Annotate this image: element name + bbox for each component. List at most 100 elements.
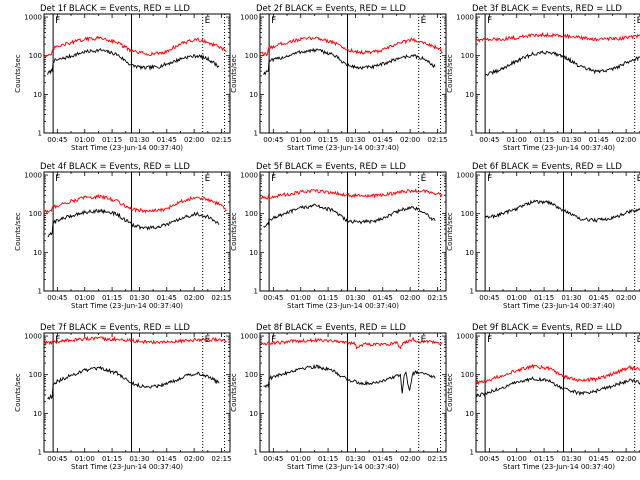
x-tick-label: 02:00 [184,455,204,463]
plot-frame [475,13,640,134]
x-tick-label: 01:30 [129,294,149,302]
y-tick-label: 10 [33,249,42,257]
x-axis-title: Start Time (23-Jun-14 00:37:40) [71,463,183,471]
y-tick-label: 10 [249,91,258,99]
y-tick-label: 1 [254,288,258,296]
y-axis-title: Counts/sec [230,373,238,412]
x-axis-title: Start Time (23-Jun-14 00:37:40) [71,144,183,152]
series-lld [475,31,640,43]
plot-frame [475,171,640,292]
x-axis-title: Start Time (23-Jun-14 00:37:40) [503,463,615,471]
y-tick-label: 1000 [24,172,42,180]
x-tick-label: 00:45 [479,455,499,463]
x-tick-label: 02:00 [616,455,636,463]
x-tick-label: 02:15 [427,455,447,463]
x-tick-label: 01:00 [291,455,311,463]
x-axis-title: Start Time (23-Jun-14 00:37:40) [287,302,399,310]
plot-frame [475,332,640,453]
panel-title: Det 7f BLACK = Events, RED = LLD [40,323,190,333]
panel-title: Det 3f BLACK = Events, RED = LLD [472,4,622,14]
y-tick-label: 100 [461,371,474,379]
y-tick-label: 1 [38,449,42,457]
x-tick-label: 01:00 [291,294,311,302]
series-events [263,203,436,228]
y-axis-title: Counts/sec [446,54,454,93]
series-lld [43,335,227,347]
x-tick-label: 01:30 [561,294,581,302]
flag-e: E [637,335,640,345]
flag-e: E [205,174,211,184]
panel-det-9: Det 9f BLACK = Events, RED = LLD 1 10 100 10… [446,323,640,471]
x-tick-label: 00:45 [479,136,499,144]
x-tick-label: 00:45 [263,294,283,302]
x-axis-title: Start Time (23-Jun-14 00:37:40) [503,144,615,152]
x-tick-label: 01:30 [561,136,581,144]
panel-det-3: Det 3f BLACK = Events, RED = LLD 1 10 100 10… [446,4,640,152]
x-tick-label: 02:15 [211,294,231,302]
x-tick-label: 01:00 [75,455,95,463]
series-events [475,376,640,398]
y-tick-label: 10 [249,410,258,418]
y-tick-label: 100 [29,371,42,379]
x-tick-label: 01:00 [507,136,527,144]
x-tick-label: 02:00 [400,455,420,463]
x-tick-label: 01:15 [534,455,554,463]
flag-e: E [205,16,211,26]
x-tick-label: 02:00 [400,136,420,144]
y-tick-label: 100 [29,210,42,218]
flag-f: F [271,174,276,184]
x-tick-label: 02:15 [211,455,231,463]
x-tick-label: 02:00 [400,294,420,302]
x-tick-label: 01:45 [157,136,177,144]
x-tick-label: 01:00 [507,455,527,463]
flag-e: E [637,174,640,184]
y-tick-label: 10 [465,91,474,99]
y-tick-label: 1000 [456,333,474,341]
y-tick-label: 100 [245,210,258,218]
x-axis-title: Start Time (23-Jun-14 00:37:40) [503,302,615,310]
panel-det-8: Det 8f BLACK = Events, RED = LLD 1 10 100 10… [230,323,448,471]
x-tick-label: 01:45 [589,455,609,463]
panel-title: Det 9f BLACK = Events, RED = LLD [472,323,622,333]
panel-title: Det 8f BLACK = Events, RED = LLD [256,323,406,333]
y-tick-label: 1 [38,130,42,138]
y-tick-label: 100 [245,371,258,379]
flag-e: E [637,16,640,26]
x-tick-label: 02:00 [616,136,636,144]
y-tick-label: 10 [33,410,42,418]
x-tick-label: 01:00 [291,136,311,144]
y-tick-label: 1 [470,288,474,296]
x-tick-label: 01:45 [157,455,177,463]
x-tick-label: 01:45 [589,136,609,144]
x-tick-label: 01:45 [373,455,393,463]
y-tick-label: 10 [465,249,474,257]
x-tick-label: 01:30 [129,455,149,463]
x-tick-label: 01:00 [507,294,527,302]
x-tick-label: 01:15 [102,294,122,302]
x-tick-label: 00:45 [47,455,67,463]
flag-e: E [421,335,427,345]
y-tick-label: 10 [33,91,42,99]
y-tick-label: 1000 [240,333,258,341]
panel-det-2: Det 2f BLACK = Events, RED = LLD 1 10 100 10… [230,4,448,152]
y-tick-label: 1 [470,449,474,457]
flag-f: F [55,174,60,184]
y-tick-label: 1000 [24,14,42,22]
y-axis-title: Counts/sec [446,212,454,251]
x-axis-title: Start Time (23-Jun-14 00:37:40) [71,302,183,310]
x-tick-label: 01:15 [318,455,338,463]
x-tick-label: 02:15 [211,136,231,144]
panel-title: Det 2f BLACK = Events, RED = LLD [256,4,406,14]
series-events [484,50,640,77]
x-tick-label: 02:00 [184,136,204,144]
y-axis-title: Counts/sec [230,212,238,251]
y-tick-label: 1 [38,288,42,296]
y-tick-label: 1000 [456,14,474,22]
x-tick-label: 01:45 [373,136,393,144]
x-tick-label: 00:45 [263,455,283,463]
x-tick-label: 01:15 [318,294,338,302]
panel-det-5: Det 5f BLACK = Events, RED = LLD 1 10 100 10… [230,162,448,310]
x-tick-label: 00:45 [47,136,67,144]
plot-frame [259,171,447,292]
